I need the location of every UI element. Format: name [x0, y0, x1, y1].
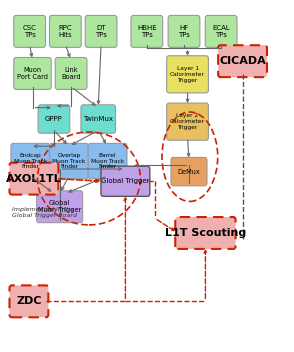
Text: ECAL
TPs: ECAL TPs — [212, 25, 230, 38]
FancyBboxPatch shape — [171, 157, 207, 186]
Text: Endcap
Muon Track
Finder: Endcap Muon Track Finder — [14, 153, 47, 169]
FancyBboxPatch shape — [9, 285, 49, 317]
Text: Implemented in the
Global Trigger Board: Implemented in the Global Trigger Board — [12, 207, 77, 218]
FancyBboxPatch shape — [49, 143, 88, 179]
FancyBboxPatch shape — [175, 217, 235, 249]
Text: CSC
TPs: CSC TPs — [23, 25, 36, 38]
FancyBboxPatch shape — [11, 143, 50, 179]
Text: Global
Muon Trigger: Global Muon Trigger — [38, 200, 81, 213]
Text: Overlap
Muon Track
Finder: Overlap Muon Track Finder — [52, 153, 86, 169]
FancyBboxPatch shape — [218, 45, 267, 77]
FancyBboxPatch shape — [55, 57, 87, 89]
Text: HBHE
TPs: HBHE TPs — [137, 25, 157, 38]
FancyBboxPatch shape — [85, 15, 117, 47]
FancyBboxPatch shape — [14, 57, 51, 89]
Text: L1T Scouting: L1T Scouting — [165, 228, 246, 238]
Text: Link
Board: Link Board — [61, 67, 81, 80]
FancyBboxPatch shape — [205, 15, 237, 47]
Text: Muon
Port Card: Muon Port Card — [17, 67, 48, 80]
Text: Barrel
Muon Track
Finder: Barrel Muon Track Finder — [91, 153, 124, 169]
Text: TwinMux: TwinMux — [83, 116, 113, 122]
FancyBboxPatch shape — [49, 15, 81, 47]
FancyBboxPatch shape — [37, 191, 83, 222]
Text: GPPP: GPPP — [45, 116, 63, 122]
Text: AXOL1TL: AXOL1TL — [6, 174, 62, 184]
FancyBboxPatch shape — [9, 163, 59, 195]
Text: Layer 1
Calorimeter
Trigger: Layer 1 Calorimeter Trigger — [170, 66, 205, 83]
Text: Layer 2
Calorimeter
Trigger: Layer 2 Calorimeter Trigger — [170, 113, 205, 130]
FancyBboxPatch shape — [167, 56, 208, 93]
Text: ZDC: ZDC — [16, 296, 42, 306]
FancyBboxPatch shape — [101, 166, 150, 196]
Text: DT
TPs: DT TPs — [95, 25, 107, 38]
FancyBboxPatch shape — [168, 15, 200, 47]
Text: DeMux: DeMux — [178, 169, 200, 175]
Text: CICADA: CICADA — [219, 56, 266, 66]
FancyBboxPatch shape — [14, 15, 46, 47]
FancyBboxPatch shape — [38, 105, 70, 133]
FancyBboxPatch shape — [88, 143, 127, 179]
Text: RPC
Hits: RPC Hits — [59, 25, 72, 38]
Text: Global Trigger: Global Trigger — [101, 178, 150, 184]
FancyBboxPatch shape — [81, 105, 116, 133]
FancyBboxPatch shape — [131, 15, 163, 47]
Text: HF
TPs: HF TPs — [178, 25, 190, 38]
FancyBboxPatch shape — [167, 103, 208, 140]
